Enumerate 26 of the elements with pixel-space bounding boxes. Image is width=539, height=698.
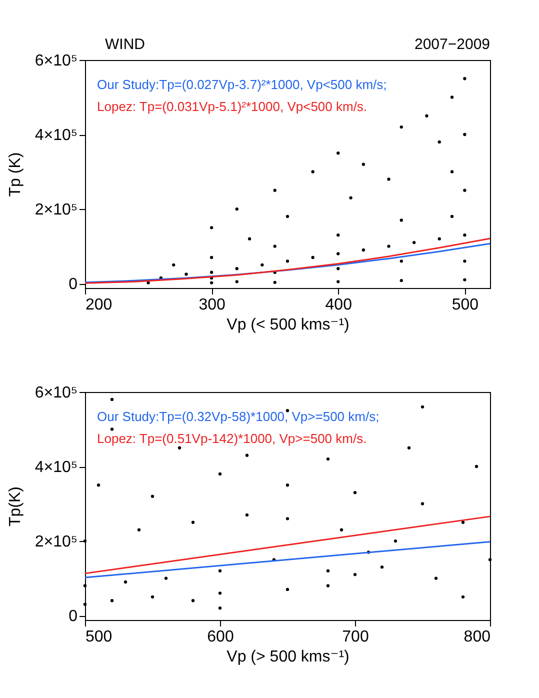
x-tick-label: 800 xyxy=(464,628,491,646)
y-axis-title: Tp(K) xyxy=(6,486,24,526)
y-tick-label: 6×10⁵ xyxy=(34,384,78,402)
x-axis-title: Vp (< 500 kms⁻¹) xyxy=(226,316,350,334)
text: 2007−2009 xyxy=(414,36,490,53)
text: Lopez: Tp=(0.51Vp-142)*1000, Vp>=500 km/s. xyxy=(97,431,367,446)
x-tick-label: 300 xyxy=(198,296,226,314)
text: Our Study:Tp=(0.32Vp-58)*1000, Vp>=500 km/s; xyxy=(97,409,380,424)
y-tick-label: 2×10⁵ xyxy=(34,202,78,219)
x-tick-label: 600 xyxy=(207,628,234,646)
text: Lopez: Tp=(0.031Vp-5.1)²*1000, Vp<500 km/s. xyxy=(97,99,368,114)
x-tick-label: 500 xyxy=(452,296,479,314)
y-tick-label: 6×10⁵ xyxy=(34,52,78,70)
x-axis-title: Vp (> 500 kms⁻¹) xyxy=(226,648,350,666)
text: Our Study:Tp=(0.027Vp-3.7)²*1000, Vp<500 km/s; xyxy=(97,77,387,92)
text: WIND xyxy=(105,36,146,53)
x-tick-label: 700 xyxy=(342,628,369,646)
y-axis-title: Tp (K) xyxy=(6,152,24,197)
x-tick-label: 200 xyxy=(86,296,112,314)
x-tick-label: 500 xyxy=(86,628,112,646)
y-tick-label: 0 xyxy=(68,276,78,294)
y-tick-label: 0 xyxy=(68,608,78,626)
y-tick-label: 2×10⁵ xyxy=(34,534,78,551)
y-tick-label: 4×10⁵ xyxy=(34,127,78,144)
x-tick-label: 400 xyxy=(325,296,352,314)
y-tick-label: 4×10⁵ xyxy=(34,459,78,476)
